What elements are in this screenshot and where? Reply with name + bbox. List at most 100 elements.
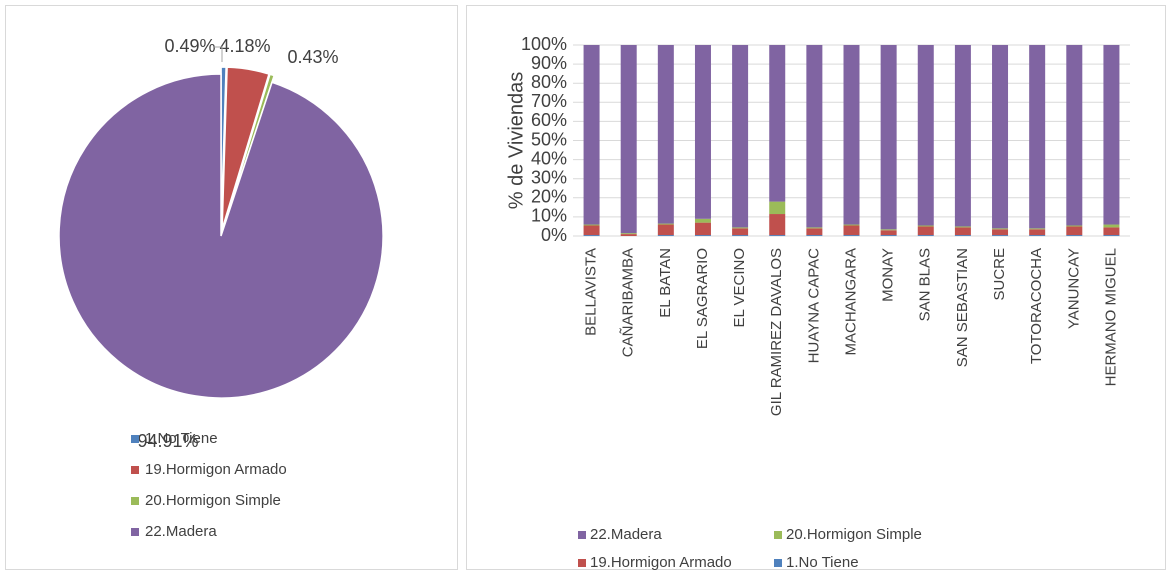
bar-segment <box>1029 228 1046 230</box>
bar-segment <box>954 226 971 228</box>
bar-segment <box>769 201 786 215</box>
legend-swatch <box>131 528 139 536</box>
bar-segment <box>769 45 786 202</box>
bar-segment <box>583 45 600 225</box>
legend-swatch <box>131 497 139 505</box>
bar-segment <box>1066 235 1083 236</box>
bar-segment <box>657 45 674 224</box>
bar-segment <box>769 214 786 236</box>
legend-label: 20.Hormigon Simple <box>786 526 922 543</box>
x-tick-label: SAN SEBASTIAN <box>954 248 971 367</box>
bar-segment <box>620 233 637 235</box>
y-tick-label: 40% <box>531 148 567 168</box>
bar-segment <box>694 45 711 219</box>
x-tick-label: MONAY <box>880 248 897 302</box>
data-label: 0.43% <box>287 47 338 67</box>
bar-segment <box>694 222 711 236</box>
legend-label: 19.Hormigon Armado <box>145 461 287 478</box>
legend-label: 22.Madera <box>145 523 217 540</box>
bar-segment <box>917 235 934 236</box>
bar-segment <box>732 45 749 228</box>
bar-segment <box>583 224 600 226</box>
x-tick-label: YANUNCAY <box>1065 248 1082 329</box>
bar-segment <box>880 235 897 236</box>
bar-segment <box>843 224 860 226</box>
bar-segment <box>620 234 637 236</box>
bar-segment <box>1103 224 1120 228</box>
bar-segment <box>992 45 1009 229</box>
legend-label: 20.Hormigon Simple <box>145 492 281 509</box>
bar-segment <box>880 230 897 236</box>
legend-label: 1.No Tiene <box>786 554 859 571</box>
legend-swatch <box>578 559 586 567</box>
y-tick-label: 90% <box>531 53 567 73</box>
x-tick-label: EL SAGRARIO <box>694 248 711 349</box>
x-tick-label: MACHANGARA <box>842 248 859 356</box>
bar-segment <box>806 45 823 228</box>
data-label: 94.91% <box>137 431 198 451</box>
y-tick-label: 30% <box>531 167 567 187</box>
pie-slice <box>221 66 270 230</box>
bar-segment <box>732 228 749 236</box>
bar-segment <box>1103 227 1120 236</box>
bar-segment <box>583 225 600 236</box>
bar-segment <box>732 235 749 236</box>
x-tick-label: SAN BLAS <box>917 248 934 321</box>
legend-label: 1.No Tiene <box>145 430 218 447</box>
bar-segment <box>1029 229 1046 236</box>
bar-segment <box>657 224 674 236</box>
y-axis-label: % de Viviendas <box>505 72 527 210</box>
bar-segment <box>954 235 971 236</box>
y-tick-label: 100% <box>521 34 567 54</box>
y-tick-label: 50% <box>531 129 567 149</box>
bar-segment <box>917 45 934 226</box>
x-tick-label: SUCRE <box>991 248 1008 301</box>
bar-segment <box>843 225 860 236</box>
y-tick-label: 80% <box>531 72 567 92</box>
bar-segment <box>1066 226 1083 236</box>
legend-swatch <box>131 466 139 474</box>
x-tick-label: HUAYNA CAPAC <box>805 248 822 363</box>
bar-segment <box>1103 235 1120 236</box>
bar-segment <box>880 229 897 231</box>
bar-segment <box>620 45 637 234</box>
x-tick-label: EL BATAN <box>657 248 674 318</box>
bar-segment <box>694 235 711 236</box>
leader-line <box>214 46 223 62</box>
bar-segment <box>1103 45 1120 225</box>
bar-segment <box>880 45 897 230</box>
bar-segment <box>992 229 1009 236</box>
bar-segment <box>843 45 860 225</box>
x-tick-label: GIL RAMIREZ DAVALOS <box>768 248 785 416</box>
legend-label: 19.Hormigon Armado <box>590 554 732 571</box>
bar-segment <box>917 225 934 227</box>
bar-segment <box>732 227 749 229</box>
y-tick-label: 20% <box>531 187 567 207</box>
bar-segment <box>1066 45 1083 226</box>
legend-swatch <box>131 435 139 443</box>
x-tick-label: HERMANO MIGUEL <box>1102 248 1119 386</box>
bar-segment <box>806 227 823 229</box>
bar-segment <box>769 235 786 236</box>
legend-swatch <box>578 531 586 539</box>
bar-segment <box>954 45 971 227</box>
x-tick-label: BELLAVISTA <box>583 248 600 336</box>
bar-segment <box>992 228 1009 230</box>
pie-slice <box>58 73 384 399</box>
data-label: 4.18% <box>219 36 270 56</box>
bar-segment <box>1066 225 1083 227</box>
data-label: 0.49% <box>164 36 215 56</box>
pie-slice <box>220 66 227 230</box>
legend-swatch <box>774 559 782 567</box>
legend-swatch <box>774 531 782 539</box>
y-tick-label: 0% <box>541 225 567 245</box>
y-tick-label: 70% <box>531 91 567 111</box>
x-tick-label: EL VECINO <box>731 248 748 327</box>
y-tick-label: 10% <box>531 206 567 226</box>
bar-segment <box>917 226 934 236</box>
bar-segment <box>992 235 1009 236</box>
legend-label: 22.Madera <box>590 526 662 543</box>
y-tick-label: 60% <box>531 110 567 130</box>
bar-segment <box>583 235 600 236</box>
